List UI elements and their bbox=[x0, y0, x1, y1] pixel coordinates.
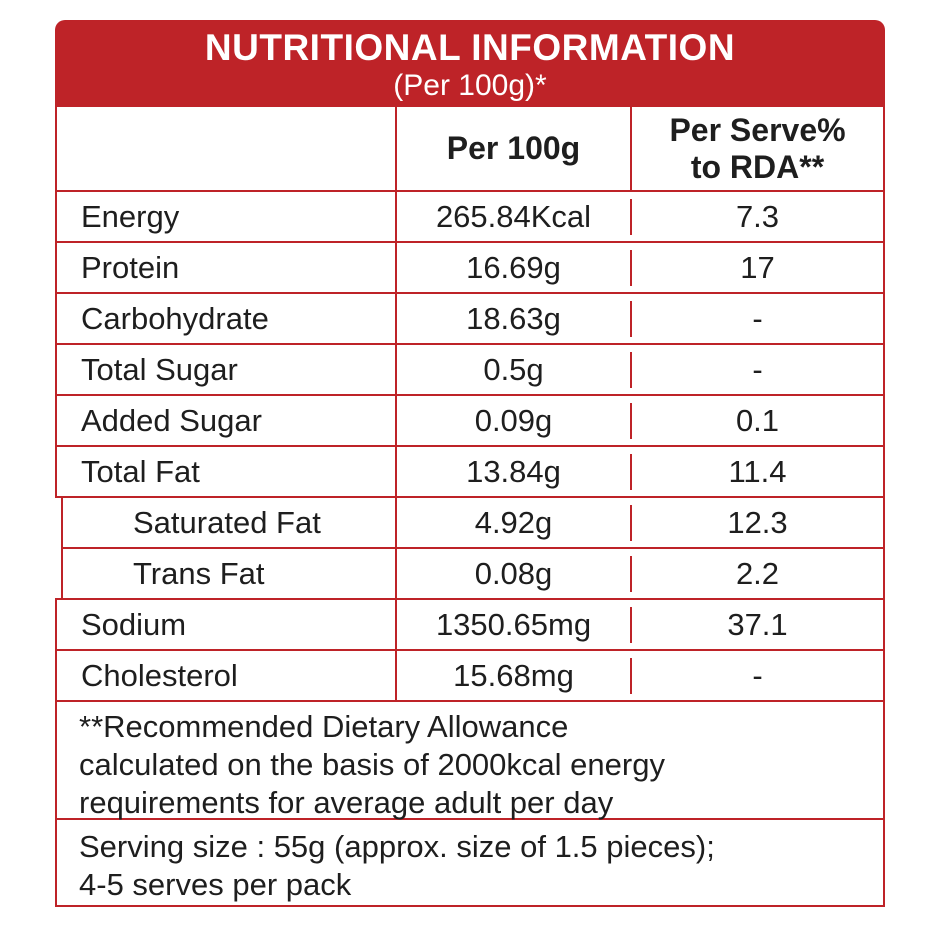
table-header-banner: NUTRITIONAL INFORMATION (Per 100g)* bbox=[55, 20, 885, 105]
row-label: Protein bbox=[57, 243, 397, 292]
column-header-blank bbox=[57, 107, 397, 190]
row-label: Cholesterol bbox=[57, 651, 397, 700]
table-row-carbohydrate: Carbohydrate 18.63g - bbox=[55, 292, 885, 345]
column-header-rda-line2: to RDA** bbox=[690, 148, 825, 185]
footnote-rda: **Recommended Dietary Allowance calculat… bbox=[55, 700, 885, 820]
row-rda-value: 0.1 bbox=[735, 402, 780, 438]
row-label: Added Sugar bbox=[57, 396, 397, 445]
table-row-saturated-fat: Saturated Fat 4.92g 12.3 bbox=[61, 496, 885, 549]
column-header-rda-line1: Per Serve% bbox=[669, 111, 846, 148]
footnote-serving-line1: Serving size : 55g (approx. size of 1.5 … bbox=[79, 829, 715, 864]
table-row-total-fat: Total Fat 13.84g 11.4 bbox=[55, 445, 885, 498]
footnote-rda-line2: calculated on the basis of 2000kcal ener… bbox=[79, 747, 665, 782]
column-header-rda: Per Serve% to RDA** bbox=[632, 107, 883, 190]
row-label: Carbohydrate bbox=[57, 294, 397, 343]
row-label: Trans Fat bbox=[63, 549, 397, 598]
nutrition-label: NUTRITIONAL INFORMATION (Per 100g)* Per … bbox=[55, 20, 885, 907]
row-label: Energy bbox=[57, 192, 397, 241]
row-rda-value: 12.3 bbox=[727, 504, 788, 540]
column-header-row: Per 100g Per Serve% to RDA** bbox=[55, 105, 885, 192]
row-per100g-value: 0.5g bbox=[397, 351, 632, 388]
footnote-serving-line2: 4-5 serves per pack bbox=[79, 867, 352, 902]
row-rda-value: - bbox=[752, 657, 763, 693]
footnote-serving-size: Serving size : 55g (approx. size of 1.5 … bbox=[55, 818, 885, 907]
row-rda-value: 11.4 bbox=[728, 453, 787, 489]
table-row-sodium: Sodium 1350.65mg 37.1 bbox=[55, 598, 885, 651]
row-rda-value: 2.2 bbox=[735, 555, 780, 591]
row-per100g-value: 13.84g bbox=[397, 453, 632, 490]
row-label: Total Fat bbox=[57, 447, 397, 496]
row-per100g-value: 0.08g bbox=[397, 555, 632, 592]
row-rda-value: - bbox=[752, 351, 763, 387]
row-label: Saturated Fat bbox=[63, 498, 397, 547]
row-per100g-value: 18.63g bbox=[397, 300, 632, 337]
row-rda-value: 17 bbox=[740, 249, 775, 285]
table-subtitle: (Per 100g)* bbox=[393, 69, 547, 102]
row-label: Sodium bbox=[57, 600, 397, 649]
row-rda-value: 7.3 bbox=[735, 198, 780, 234]
table-row-total-sugar: Total Sugar 0.5g - bbox=[55, 343, 885, 396]
row-per100g-value: 0.09g bbox=[397, 402, 632, 439]
row-per100g-value: 4.92g bbox=[397, 504, 632, 541]
table-row-added-sugar: Added Sugar 0.09g 0.1 bbox=[55, 394, 885, 447]
footnote-rda-line3: requirements for average adult per day bbox=[79, 785, 614, 820]
column-header-per100g: Per 100g bbox=[397, 107, 632, 190]
nutrition-table: Per 100g Per Serve% to RDA** Energy 265.… bbox=[55, 105, 885, 907]
row-rda-value: 37.1 bbox=[727, 606, 788, 642]
row-label: Total Sugar bbox=[57, 345, 397, 394]
table-row-protein: Protein 16.69g 17 bbox=[55, 241, 885, 294]
table-row-trans-fat: Trans Fat 0.08g 2.2 bbox=[61, 547, 885, 600]
table-title: NUTRITIONAL INFORMATION bbox=[204, 27, 736, 68]
row-rda-value: - bbox=[752, 300, 763, 336]
row-per100g-value: 16.69g bbox=[397, 249, 632, 286]
footnote-rda-line1: **Recommended Dietary Allowance bbox=[79, 709, 569, 744]
row-per100g-value: 15.68mg bbox=[397, 657, 632, 694]
table-row-energy: Energy 265.84Kcal 7.3 bbox=[55, 190, 885, 243]
table-row-cholesterol: Cholesterol 15.68mg - bbox=[55, 649, 885, 702]
row-per100g-value: 1350.65mg bbox=[397, 606, 632, 643]
row-per100g-value: 265.84Kcal bbox=[397, 198, 632, 235]
